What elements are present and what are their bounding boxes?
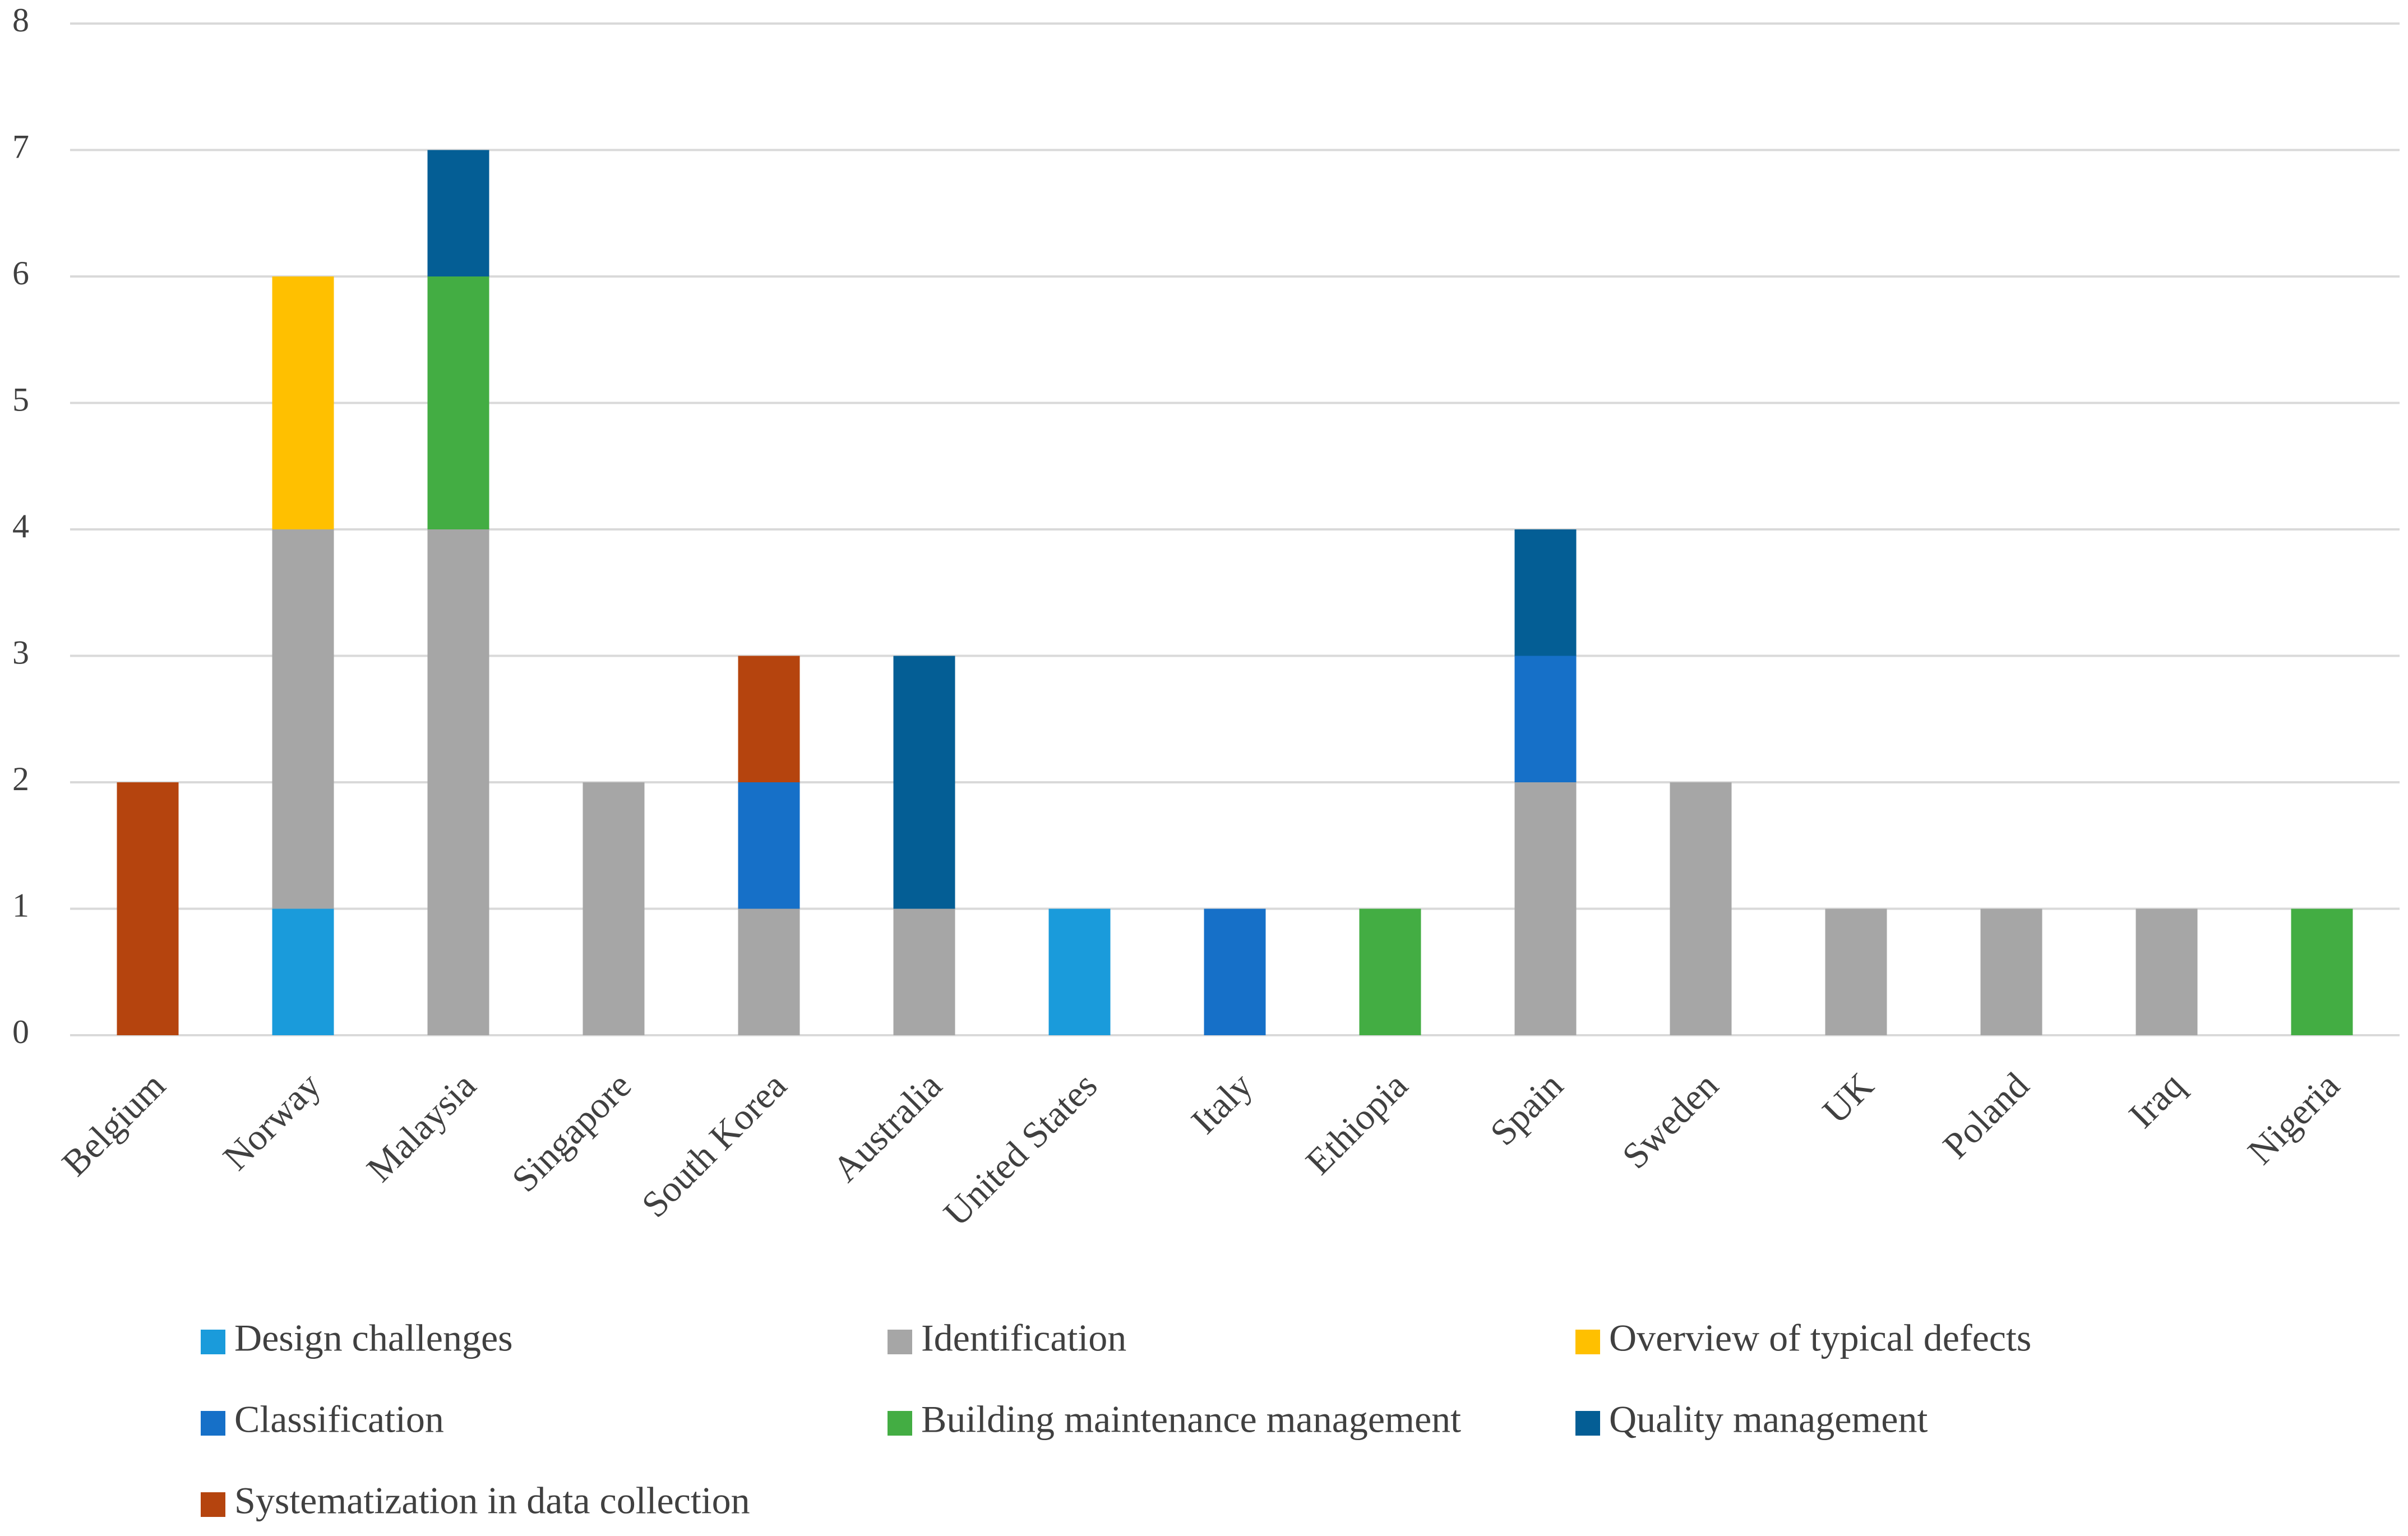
bar-segment (427, 529, 489, 1035)
x-tick-label: Australia (825, 1065, 950, 1190)
legend-label: Design challenges (234, 1317, 513, 1359)
legend-swatch (201, 1492, 225, 1517)
legend-label: Systematization in data collection (234, 1479, 750, 1522)
bars (117, 150, 2353, 1035)
x-tick-label: United States (936, 1065, 1105, 1234)
x-tick-label: Singapore (504, 1065, 639, 1200)
y-tick-label: 7 (12, 128, 29, 165)
x-tick-label: Norway (215, 1065, 329, 1178)
bar-segment (1048, 908, 1111, 1035)
bar-segment (738, 656, 800, 782)
y-tick-label: 8 (12, 2, 29, 39)
y-tick-label: 0 (12, 1013, 29, 1050)
x-tick-label: Poland (1935, 1065, 2037, 1166)
bar-segment (272, 276, 334, 529)
x-tick-label: Nigeria (2240, 1065, 2348, 1173)
x-tick-label: South Korea (634, 1065, 794, 1225)
bar-segment (427, 276, 489, 529)
bar-segment (1514, 529, 1577, 656)
bar-segment (1359, 908, 1421, 1035)
legend-swatch (1575, 1330, 1600, 1354)
bar-segment (1670, 782, 1732, 1035)
bar-segment (117, 782, 179, 1035)
x-tick-label: Ethiopia (1298, 1065, 1416, 1183)
legend-label: Overview of typical defects (1609, 1317, 2031, 1359)
legend-swatch (888, 1330, 912, 1354)
legend-swatch (201, 1330, 225, 1354)
x-tick-label: Italy (1184, 1065, 1260, 1142)
x-tick-label: Malaysia (359, 1065, 484, 1190)
gridlines (70, 22, 2400, 1036)
x-tick-label: Sweden (1615, 1065, 1726, 1177)
legend-item: Quality management (1575, 1398, 1928, 1441)
y-axis-ticks: 0 1 2 3 4 5 6 7 8 (12, 2, 29, 1050)
legend: Design challenges Identification Overview … (201, 1317, 2031, 1522)
bar-segment (1204, 908, 1266, 1035)
bar-segment (738, 908, 800, 1035)
y-tick-label: 1 (12, 887, 29, 924)
bar-segment (583, 782, 645, 1035)
bar-segment (893, 908, 955, 1035)
legend-item: Building maintenance management (888, 1398, 1461, 1441)
legend-label: Building maintenance management (921, 1398, 1461, 1441)
bar-segment (427, 150, 489, 276)
bar-segment (272, 529, 334, 909)
bar-segment (1514, 782, 1577, 1035)
x-tick-label: UK (1815, 1065, 1882, 1132)
bar-segment (2136, 908, 2198, 1035)
legend-swatch (888, 1411, 912, 1436)
legend-item: Design challenges (201, 1317, 513, 1359)
y-tick-label: 6 (12, 255, 29, 292)
legend-item: Classification (201, 1398, 444, 1441)
legend-label: Quality management (1609, 1398, 1928, 1441)
x-tick-label: Spain (1482, 1065, 1571, 1154)
bar-segment (1514, 656, 1577, 782)
legend-label: Classification (234, 1398, 444, 1441)
x-tick-label: Iraq (2121, 1065, 2192, 1136)
legend-swatch (1575, 1411, 1600, 1436)
bar-segment (2291, 908, 2353, 1035)
legend-item: Identification (888, 1317, 1126, 1359)
bar-segment (893, 656, 955, 909)
legend-item: Systematization in data collection (201, 1479, 750, 1522)
bar-segment (1980, 908, 2042, 1035)
y-tick-label: 3 (12, 634, 29, 671)
y-tick-label: 4 (12, 508, 29, 545)
legend-item: Overview of typical defects (1575, 1317, 2031, 1359)
y-tick-label: 5 (12, 381, 29, 418)
legend-swatch (201, 1411, 225, 1436)
bar-segment (1825, 908, 1887, 1035)
legend-label: Identification (921, 1317, 1126, 1359)
bar-segment (738, 782, 800, 909)
x-tick-label: Belgium (54, 1065, 173, 1184)
bar-segment (272, 908, 334, 1035)
y-tick-label: 2 (12, 760, 29, 797)
